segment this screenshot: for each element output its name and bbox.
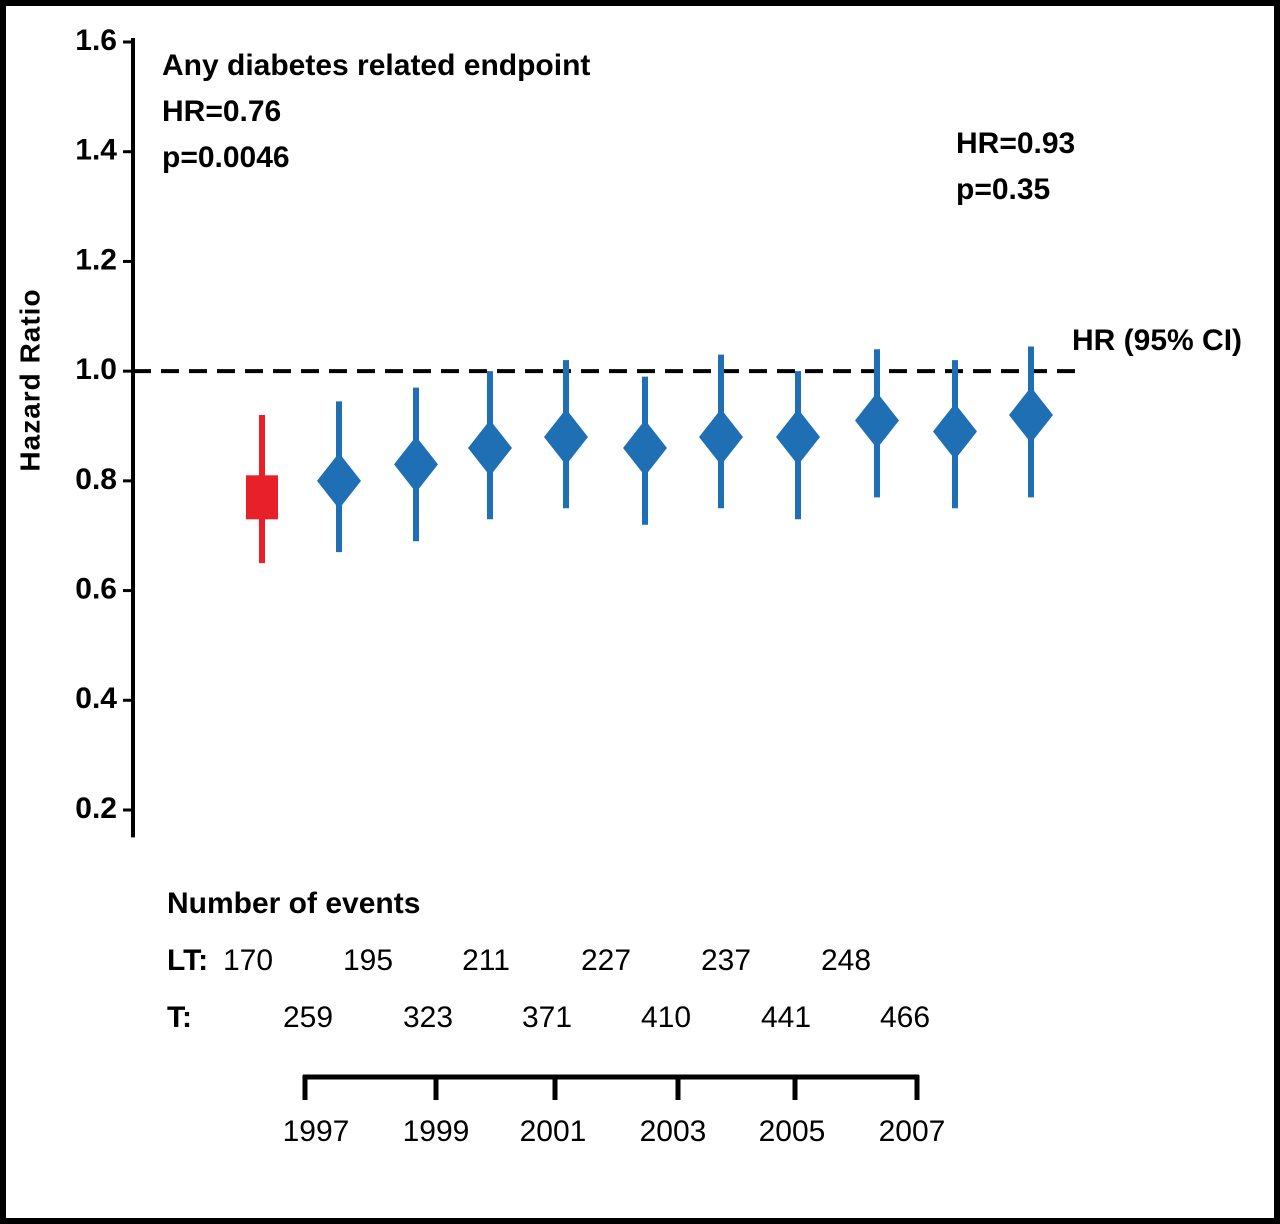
event-count: 371 [522, 1001, 572, 1034]
y-tick-label: 1.0 [75, 353, 117, 386]
point [776, 408, 820, 465]
point [855, 392, 899, 449]
year-label: 2007 [879, 1115, 946, 1148]
y-tick-label: 1.4 [75, 134, 117, 167]
event-count: 410 [641, 1001, 691, 1034]
annotation: Any diabetes related endpoint [162, 49, 590, 82]
event-count: 195 [343, 944, 393, 977]
year-label: 1997 [283, 1115, 350, 1148]
point [468, 419, 512, 476]
event-count: 466 [880, 1001, 930, 1034]
point [699, 408, 743, 465]
year-label: 1999 [403, 1115, 470, 1148]
y-tick-label: 1.6 [75, 24, 117, 57]
y-tick-label: 1.2 [75, 243, 117, 276]
event-count: 170 [223, 944, 273, 977]
year-label: 2005 [759, 1115, 826, 1148]
y-tick-label: 0.4 [75, 682, 117, 715]
year-label: 2003 [640, 1115, 707, 1148]
events-title: Number of events [167, 887, 420, 920]
y-axis-label: Hazard Ratio [14, 288, 45, 471]
annotation: p=0.35 [956, 173, 1050, 206]
event-count: 259 [283, 1001, 333, 1034]
point [544, 408, 588, 465]
event-count: 237 [701, 944, 751, 977]
point [317, 452, 361, 509]
event-count: 227 [581, 944, 631, 977]
event-count: 248 [821, 944, 871, 977]
event-count: 441 [761, 1001, 811, 1034]
point [1009, 387, 1053, 444]
point [623, 419, 667, 476]
y-tick-label: 0.8 [75, 463, 117, 496]
event-count: 211 [462, 944, 510, 977]
y-tick-label: 0.2 [75, 792, 117, 825]
row-label: T: [167, 1001, 192, 1034]
point [246, 475, 278, 520]
point [933, 403, 977, 460]
annotation: HR=0.93 [956, 127, 1075, 160]
annotation: p=0.0046 [162, 141, 290, 174]
row-label: LT: [167, 944, 208, 977]
y-tick-label: 0.6 [75, 572, 117, 605]
year-label: 2001 [520, 1115, 587, 1148]
event-count: 323 [403, 1001, 453, 1034]
reference-label: HR (95% CI) [1072, 324, 1242, 357]
point [394, 436, 438, 493]
annotation: HR=0.76 [162, 95, 281, 128]
